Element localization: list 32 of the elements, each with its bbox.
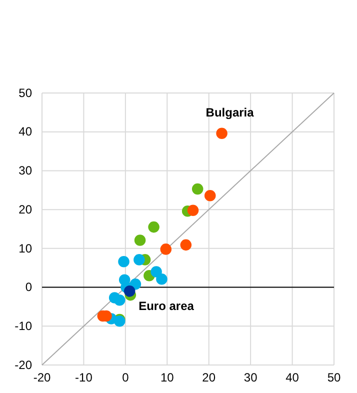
y-tick-label: 10	[18, 241, 32, 256]
point	[204, 190, 216, 202]
point	[180, 239, 192, 251]
y-tick-label: -20	[14, 358, 32, 372]
point	[187, 204, 199, 216]
point	[160, 244, 172, 255]
x-tick-label: 20	[202, 370, 216, 385]
x-tick-label: 0	[122, 370, 130, 385]
point	[124, 286, 136, 297]
x-tick-label: 30	[244, 370, 258, 385]
point	[192, 183, 204, 195]
y-tick-label: -10	[14, 318, 32, 333]
x-tick-label: -20	[33, 370, 51, 385]
y-tick-label: 0	[25, 280, 32, 294]
point	[134, 234, 146, 246]
annotation: Euro area	[138, 299, 194, 314]
x-tick-label: 10	[160, 370, 174, 385]
y-tick-label: 20	[18, 202, 32, 216]
point	[148, 221, 160, 233]
x-tick-label: -10	[75, 370, 93, 385]
point	[114, 294, 126, 306]
point	[156, 273, 168, 285]
x-tick-label: 50	[327, 370, 341, 385]
point	[216, 128, 228, 140]
point	[150, 266, 162, 278]
y-tick-label: 50	[18, 86, 32, 100]
y-tick-label: 30	[18, 164, 32, 178]
annotation: Bulgaria	[206, 105, 254, 120]
y-tick-label: 40	[18, 124, 32, 139]
point	[134, 254, 145, 266]
x-tick-label: 40	[286, 370, 300, 385]
point	[118, 256, 130, 268]
